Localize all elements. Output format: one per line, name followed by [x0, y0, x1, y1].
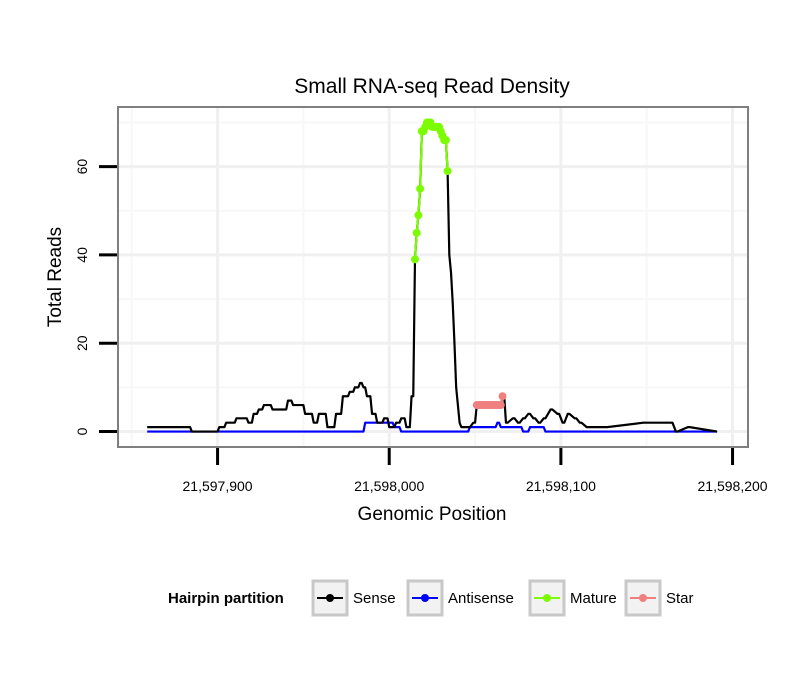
legend-point-sense: [326, 594, 334, 602]
x-tick-label: 21,598,100: [526, 478, 596, 494]
y-axis-label: Total Reads: [45, 227, 66, 327]
x-tick-label: 21,597,900: [183, 478, 253, 494]
antisense-line: [147, 421, 718, 433]
legend-label-star: Star: [666, 590, 694, 607]
y-tick-label: 20: [74, 335, 90, 351]
legend-title: Hairpin partition: [168, 590, 284, 607]
series-layer: [147, 118, 718, 433]
legend-point-star: [639, 594, 647, 602]
y-tick-label: 0: [74, 427, 90, 435]
x-tick-label: 21,598,000: [354, 478, 424, 494]
legend-label-sense: Sense: [353, 590, 396, 607]
chart-title: Small RNA-seq Read Density: [294, 75, 570, 98]
axes-layer: 21,597,900 21,598,000 21,598,100 21,598,200…: [74, 159, 768, 494]
x-axis-label: Genomic Position: [358, 504, 507, 525]
legend: Hairpin partition Sense Antisense Mature St…: [168, 579, 694, 617]
star-point: [496, 401, 505, 410]
legend-point-mature: [543, 594, 551, 602]
mature-point: [410, 255, 419, 264]
mature-point: [441, 136, 450, 145]
legend-point-antisense: [421, 594, 429, 602]
y-tick-label: 40: [74, 247, 90, 263]
mature-point: [414, 211, 423, 220]
y-tick-label: 60: [74, 159, 90, 175]
legend-label-mature: Mature: [570, 590, 617, 607]
legend-label-antisense: Antisense: [448, 590, 514, 607]
mature-point: [443, 167, 452, 176]
mature-point: [416, 184, 425, 193]
mature-point: [412, 228, 421, 237]
plot-panel: [117, 106, 749, 448]
star-point: [498, 392, 507, 401]
x-tick-label: 21,598,200: [698, 478, 768, 494]
